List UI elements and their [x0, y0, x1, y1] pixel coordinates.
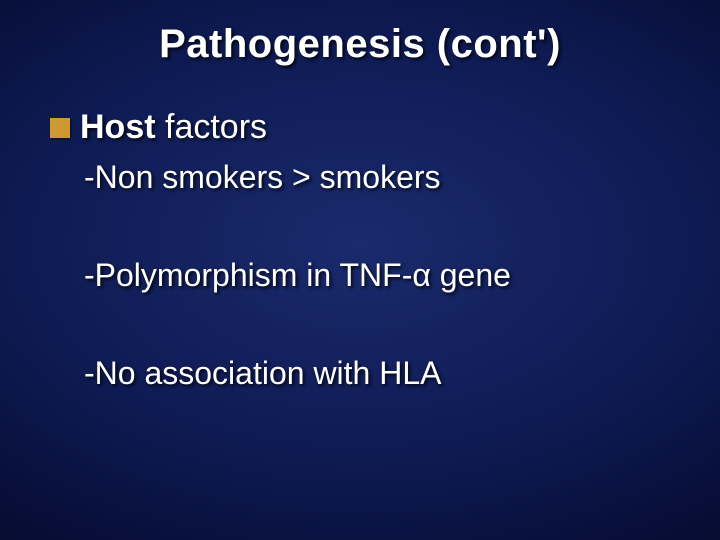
slide-content: Host factors -Non smokers > smokers -Pol…: [50, 108, 680, 393]
sub-item-3: -No association with HLA: [84, 353, 680, 393]
bullet-label-bold: Host: [80, 108, 156, 146]
bullet-square-icon: [50, 118, 70, 138]
bullet-label-rest: factors: [156, 108, 267, 146]
slide-container: Pathogenesis (cont') Host factors -Non s…: [0, 0, 720, 540]
sub-item-1: -Non smokers > smokers: [84, 157, 680, 197]
slide-title: Pathogenesis (cont'): [0, 22, 720, 67]
bullet-text: Host factors: [80, 108, 267, 147]
bullet-host-factors: Host factors: [50, 108, 680, 147]
sub-item-2: -Polymorphism in TNF-α gene: [84, 255, 680, 295]
